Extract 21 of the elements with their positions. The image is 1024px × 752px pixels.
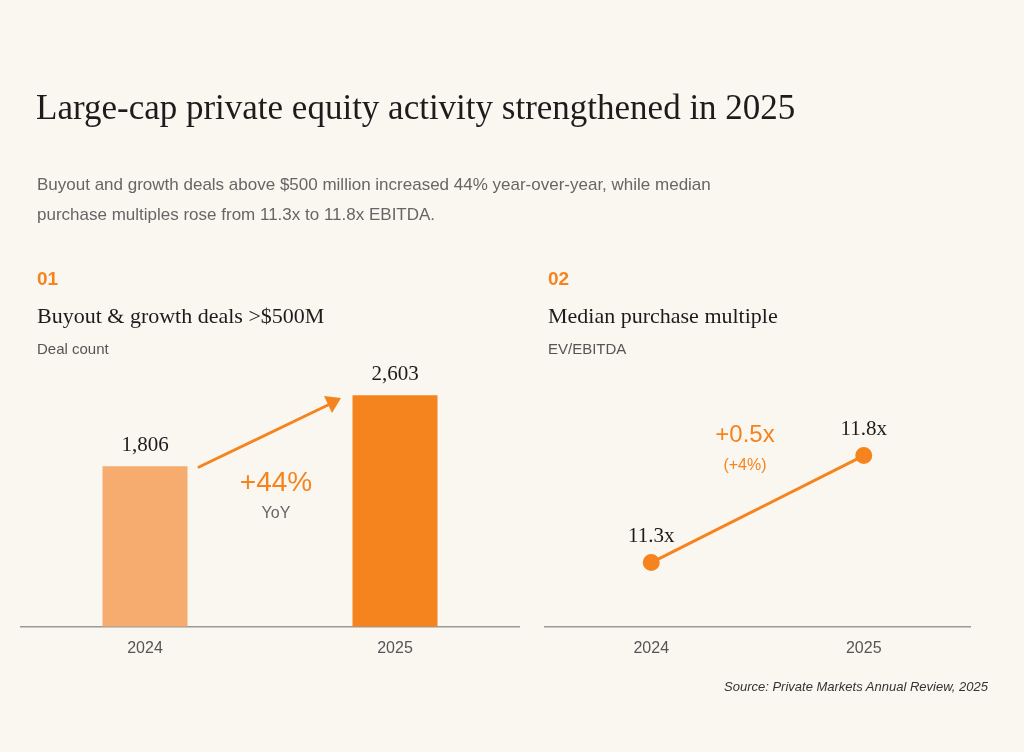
annotation: +44% [238,466,314,498]
source-note: Source: Private Markets Annual Review, 2025 [724,679,988,694]
x-tick-label: 2025 [845,638,882,656]
text: Large-cap private equity activity strengthened in 2025 [36,88,796,128]
chart-title: Median purchase multiple [548,303,778,329]
chart-subtitle: EV/EBITDA [548,340,627,357]
data-label: 11.8x [840,415,888,440]
text: 02 [548,268,570,290]
data-label: 11.3x [628,522,675,547]
data-label: 1,806 [121,432,169,457]
text: 01 [37,268,59,290]
annotation: (+4%) [722,456,768,474]
chart-subtitle: Deal count [37,340,109,357]
data-label: 2,603 [371,361,419,386]
x-tick-label: 2024 [127,638,163,656]
annotation: YoY [260,504,292,522]
text: +0.5x [714,420,776,448]
x-tick-label: 2024 [633,638,670,656]
chart-title: Buyout & growth deals >$500M [37,303,325,329]
text: Buyout and growth deals above $500 million increased 44% year-over-year, while median purchase multiples rose from 11.3x to 11.8x EBITDA. [37,174,712,226]
x-tick-label: 2025 [377,638,413,656]
